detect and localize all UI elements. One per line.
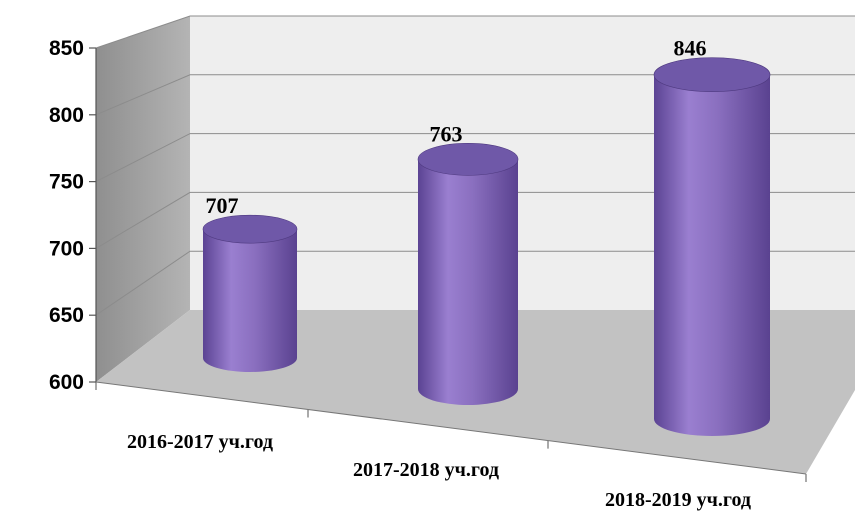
bar-top	[417, 143, 519, 176]
bar-top	[202, 214, 298, 244]
data-label: 846	[674, 36, 707, 61]
bar-body	[203, 229, 297, 372]
y-tick-label: 850	[49, 37, 84, 60]
bar	[202, 214, 298, 372]
gridline	[95, 15, 855, 49]
x-axis-line	[95, 381, 807, 475]
y-tick-label: 650	[49, 304, 84, 327]
gridline	[95, 74, 855, 116]
y-tick-label: 700	[49, 237, 84, 260]
chart-side-wall	[96, 16, 190, 382]
y-tick-label: 800	[49, 104, 84, 127]
bar-top	[653, 57, 771, 93]
x-tick-label: 2016-2017 уч.год	[127, 431, 273, 453]
y-tick-labels: 600 650 700 750 800 850	[49, 37, 84, 394]
y-tick-label: 600	[49, 371, 84, 394]
x-tick-label: 2017-2018 уч.год	[353, 459, 499, 481]
gridline	[95, 133, 855, 183]
data-label: 763	[430, 121, 463, 146]
data-label: 707	[206, 193, 239, 218]
y-axis	[89, 47, 97, 383]
bars	[202, 57, 771, 436]
data-labels: 707 763 846	[206, 36, 707, 218]
y-tick-label: 750	[49, 171, 84, 194]
bar-body	[654, 74, 770, 436]
x-tick-label: 2018-2019 уч.год	[605, 489, 751, 511]
x-tick-labels: 2016-2017 уч.год 2017-2018 уч.год 2018-201…	[95, 381, 807, 511]
bar	[417, 143, 519, 405]
bar-body	[418, 159, 518, 405]
gridline	[95, 191, 855, 249]
gridlines	[95, 15, 855, 316]
bar	[653, 57, 771, 436]
gridline	[95, 250, 855, 316]
